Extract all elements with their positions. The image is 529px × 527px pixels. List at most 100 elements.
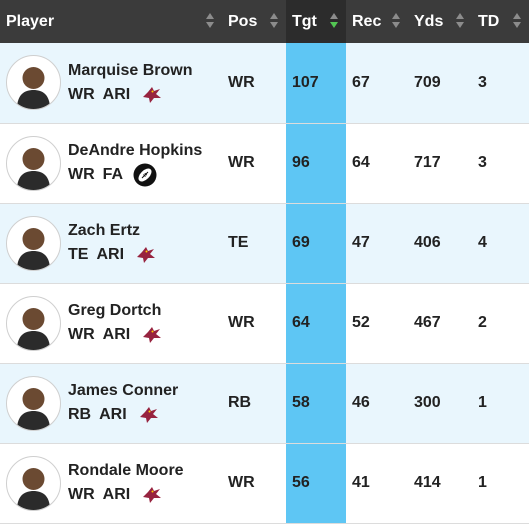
player-name[interactable]: Greg Dortch [68,302,162,319]
headshot-icon [17,387,50,430]
headshot-icon [17,147,50,190]
rec-cell: 47 [352,234,370,251]
yds-cell: 717 [414,154,441,171]
sort-descending-icon[interactable] [330,13,338,29]
column-header-td[interactable]: TD [472,0,529,43]
player-team: ARI [99,406,127,423]
player-position: WR [68,166,95,183]
player-avatar[interactable] [6,455,61,511]
column-header-pos[interactable]: Pos [222,0,286,43]
player-meta: WR ARI [68,483,184,507]
headshot-icon [17,227,50,270]
column-header-yds[interactable]: Yds [408,0,472,43]
column-header-td-label: TD [478,12,500,30]
yds-cell: 406 [414,234,441,251]
headshot-icon [17,67,50,110]
cardinals-logo-icon [134,243,158,267]
sort-icon[interactable] [456,13,464,29]
player-team: FA [102,166,124,183]
player-team: ARI [102,326,131,343]
column-header-tgt[interactable]: Tgt [286,0,346,43]
tgt-cell: 96 [286,123,346,203]
td-cell: 4 [478,234,487,251]
player-name[interactable]: Rondale Moore [68,462,184,479]
player-info: James Conner RB ARI [6,375,222,431]
table-row[interactable]: Greg Dortch WR ARI WR 64 52 467 2 [0,283,529,363]
player-position: TE [68,246,89,263]
player-text: Rondale Moore WR ARI [68,459,184,507]
pos-cell: RB [228,394,252,411]
rec-cell: 52 [352,314,370,331]
pos-cell: WR [228,474,255,491]
column-header-yds-label: Yds [414,12,444,30]
player-info: Marquise Brown WR ARI [6,55,222,111]
player-text: DeAndre Hopkins WR FA [68,139,202,187]
player-avatar[interactable] [6,55,61,111]
player-cell: Marquise Brown WR ARI [0,43,222,123]
column-header-tgt-label: Tgt [292,12,317,30]
player-position: RB [68,406,92,423]
player-avatar[interactable] [6,215,61,271]
headshot-icon [17,467,50,510]
table-row[interactable]: DeAndre Hopkins WR FA WR 96 64 717 3 [0,123,529,203]
table-row[interactable]: Zach Ertz TE ARI TE 69 47 406 4 [0,203,529,283]
column-header-player-label: Player [6,12,55,30]
column-header-rec[interactable]: Rec [346,0,408,43]
pos-cell: WR [228,154,255,171]
rec-cell: 64 [352,154,370,171]
tgt-cell: 107 [286,43,346,123]
player-position: WR [68,85,95,103]
player-info: Zach Ertz TE ARI [6,215,222,271]
player-avatar[interactable] [6,135,61,191]
column-header-player[interactable]: Player [0,0,222,43]
table-header-row: Player Pos Tgt Rec Yds TD [0,0,529,43]
tgt-cell: 69 [286,203,346,283]
player-position: WR [68,486,95,503]
player-name[interactable]: James Conner [68,382,179,399]
player-cell: James Conner RB ARI [0,363,222,443]
player-avatar[interactable] [6,295,61,351]
column-header-rec-label: Rec [352,12,382,30]
player-name[interactable]: Zach Ertz [68,222,141,239]
table-row[interactable]: Rondale Moore WR ARI WR 56 41 414 1 [0,443,529,523]
yds-cell: 709 [414,73,441,91]
td-cell: 1 [478,394,487,411]
pos-cell: WR [228,314,255,331]
yds-cell: 300 [414,394,441,411]
player-text: Greg Dortch WR ARI [68,299,164,347]
player-info: Rondale Moore WR ARI [6,455,222,511]
player-cell: Greg Dortch WR ARI [0,283,222,363]
table-row[interactable]: Marquise Brown WR ARI WR 107 67 709 3 [0,43,529,123]
rec-cell: 46 [352,394,370,411]
pos-cell: WR [228,73,255,91]
table-body: Marquise Brown WR ARI WR 107 67 709 3 [0,43,529,523]
cardinals-logo-icon [140,83,164,107]
sort-icon[interactable] [392,13,400,29]
table-row[interactable]: James Conner RB ARI RB 58 46 300 1 [0,363,529,443]
player-name[interactable]: Marquise Brown [68,61,193,79]
cardinals-logo-icon [137,403,161,427]
player-cell: Rondale Moore WR ARI [0,443,222,523]
rec-cell: 41 [352,474,370,491]
yds-cell: 467 [414,314,441,331]
headshot-icon [17,307,50,350]
player-position: WR [68,326,95,343]
player-name[interactable]: DeAndre Hopkins [68,142,203,159]
cardinals-logo-icon [140,483,164,507]
sort-icon[interactable] [513,13,521,29]
player-team: ARI [102,486,131,503]
player-avatar[interactable] [6,375,61,431]
column-header-pos-label: Pos [228,12,258,30]
football-icon [133,163,157,187]
td-cell: 1 [478,474,487,491]
sort-icon[interactable] [270,13,278,29]
player-meta: RB ARI [68,403,178,427]
player-text: James Conner RB ARI [68,379,178,427]
player-meta: WR ARI [68,83,192,107]
tgt-cell: 58 [286,363,346,443]
sort-icon[interactable] [206,13,214,29]
yds-cell: 414 [414,474,441,491]
player-info: Greg Dortch WR ARI [6,295,222,351]
pos-cell: TE [228,234,249,251]
